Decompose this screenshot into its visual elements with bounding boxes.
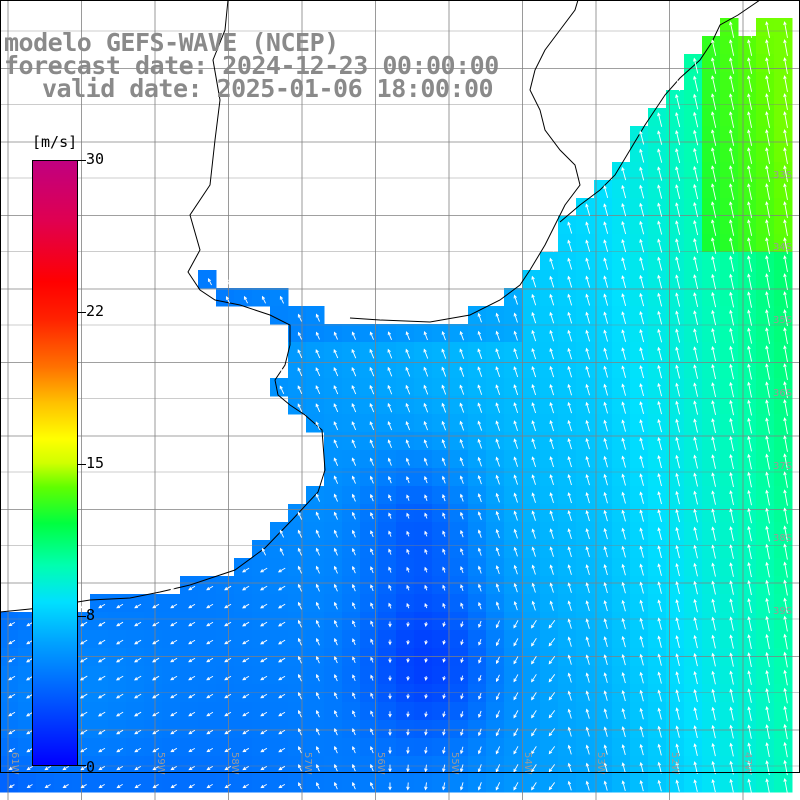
lon-label: 57W xyxy=(302,752,313,775)
colorbar-tick xyxy=(78,616,86,617)
colorbar xyxy=(32,160,78,766)
colorbar-label-30: 30 xyxy=(86,150,105,168)
lon-label: 58W xyxy=(229,752,240,775)
lon-label: 47W xyxy=(742,752,753,775)
lon-label: 54W xyxy=(522,752,533,775)
lat-label: 36S xyxy=(773,388,792,399)
colorbar-units: [m/s] xyxy=(32,133,78,151)
sea-cells xyxy=(0,18,793,793)
colorbar-tick xyxy=(78,160,86,161)
colorbar-label-8: 8 xyxy=(86,606,96,624)
lon-label: 55W xyxy=(449,752,460,775)
lon-label: 53W xyxy=(595,752,606,775)
valid-date: valid date: 2025-01-06 18:00:00 xyxy=(42,74,494,103)
colorbar-label-0: 0 xyxy=(86,758,96,776)
model-title: modelo GEFS-WAVE (NCEP) xyxy=(4,28,339,57)
colorbar-tick xyxy=(78,464,86,465)
lat-label: 37S xyxy=(773,461,792,472)
lon-label: 52W xyxy=(669,752,680,775)
lat-label: 34S xyxy=(773,242,792,253)
coastline xyxy=(0,0,761,613)
colorbar-tick xyxy=(78,312,86,313)
grid-labels: 61W 59W 58W 57W 56W 55W 54W 53W 52W 47W 33S 34S 35S 3… xyxy=(9,170,792,775)
colorbar-label-15: 15 xyxy=(86,454,105,472)
wind-arrows xyxy=(8,21,788,794)
lat-label: 33S xyxy=(773,170,792,181)
lat-label: 38S xyxy=(773,533,792,544)
lon-label: 56W xyxy=(375,752,386,775)
colorbar-label-22: 22 xyxy=(86,302,105,320)
lat-label: 35S xyxy=(773,315,792,326)
lat-label: 39S xyxy=(773,606,792,617)
lon-label: 61W xyxy=(9,752,20,775)
lon-label: 59W xyxy=(155,752,166,775)
forecast-date: forecast date: 2024-12-23 00:00:00 xyxy=(4,51,499,80)
colorbar-tick xyxy=(78,765,86,766)
